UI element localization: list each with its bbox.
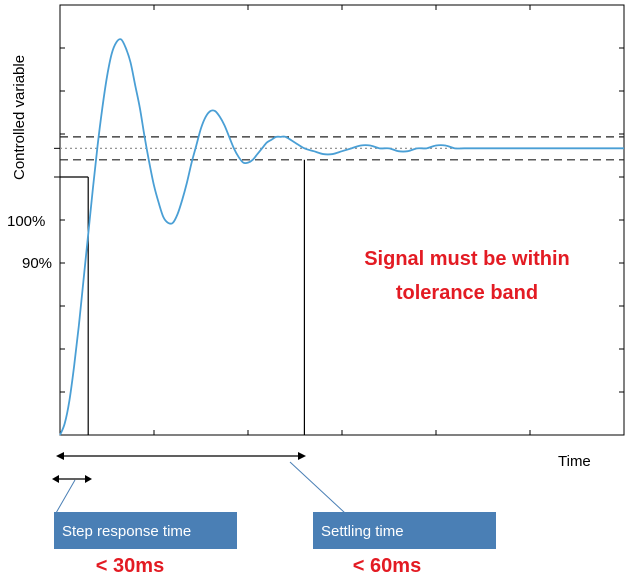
band-note-line-1: Signal must be within — [364, 248, 570, 270]
step-response-arrow — [52, 475, 92, 483]
axis-ticks — [60, 5, 624, 435]
y-axis-label: Controlled variable — [11, 55, 28, 180]
time-markers — [60, 159, 305, 435]
x-axis-label: Time — [558, 453, 591, 470]
settling-time-box — [313, 512, 496, 549]
y-tick-label-90: 90% — [22, 255, 52, 272]
settling-time-box-label: Settling time — [321, 523, 404, 540]
y-tick-label-100: 100% — [7, 213, 45, 230]
step-response-box-label: Step response time — [62, 523, 191, 540]
band-note-line-2: tolerance band — [396, 282, 538, 304]
step-callout-pointer — [55, 479, 76, 514]
settling-time-value: < 60ms — [353, 555, 421, 577]
settling-time-arrow — [56, 452, 306, 460]
settling-callout-pointer — [289, 461, 346, 514]
plot-frame — [59, 4, 625, 436]
step-response-value: < 30ms — [96, 555, 164, 577]
tolerance-band — [54, 136, 624, 178]
step-response-box — [54, 512, 237, 549]
response-curve — [59, 38, 624, 436]
